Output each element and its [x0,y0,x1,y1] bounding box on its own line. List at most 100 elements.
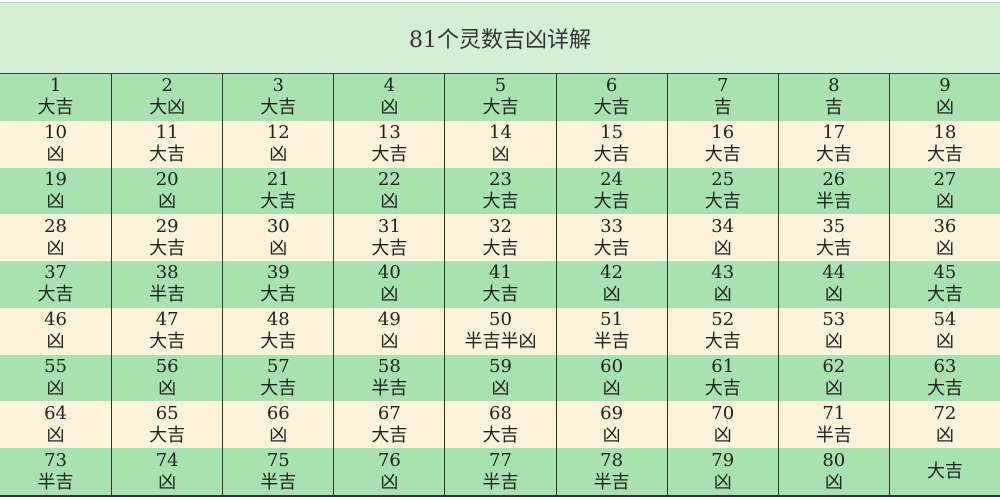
table-cell: 60 凶 [555,354,667,402]
cell-number: 5 [494,75,507,97]
table-cell: 69 凶 [555,401,667,449]
cell-fortune: 大吉 [593,144,630,166]
cell-number: 75 [266,449,290,471]
cell-number: 55 [44,356,67,378]
cell-number: 53 [822,309,846,331]
cell-number: 10 [44,122,67,144]
table-cell: 62 凶 [777,354,889,402]
cell-fortune: 半吉 [482,471,519,493]
cell-fortune: 大吉 [815,144,852,166]
cell-fortune: 大吉 [593,190,630,212]
table-cell: 54 凶 [888,307,1000,355]
cell-number: 51 [600,309,624,331]
cell-number: 25 [711,168,735,190]
table-cell: 71 半吉 [777,401,889,449]
table-cell: 39 大吉 [222,261,334,308]
cell-fortune: 半吉半凶 [464,331,537,353]
cell-number: 71 [822,402,846,424]
cell-fortune: 大吉 [149,237,186,259]
cell-number: 40 [377,262,401,284]
cell-number: 57 [266,356,290,378]
cell-fortune: 半吉 [260,471,297,493]
cell-number: 22 [377,168,401,190]
cell-number: 31 [377,215,401,237]
fortune-table: 1 大吉 2 大凶 3 大吉 4 凶 5 大吉 6 大吉 7 吉 8 吉 9 凶 10 凶 11 大吉 12 凶 13 大吉 14 凶… [0,74,1000,497]
table-cell: 26 半吉 [777,167,889,215]
cell-number: 59 [489,356,512,378]
cell-number: 28 [44,215,67,237]
cell-fortune: 凶 [602,378,621,400]
cell-fortune: 凶 [824,284,843,306]
cell-number: 46 [44,309,67,331]
cell-number: 12 [266,122,290,144]
cell-fortune: 半吉 [815,190,852,212]
cell-fortune: 大吉 [371,424,408,446]
cell-number: 52 [711,309,735,331]
table-cell: 32 大吉 [444,214,556,262]
table-cell: 28 凶 [0,214,112,262]
cell-fortune: 大吉 [704,331,741,353]
table-cell: 44 凶 [777,261,889,308]
cell-number: 42 [600,262,624,284]
cell-fortune: 凶 [158,471,177,493]
cell-fortune: 凶 [158,378,177,400]
table-cell: 34 凶 [666,214,778,262]
cell-fortune: 凶 [935,190,954,212]
cell-number: 13 [377,122,401,144]
table-cell: 77 半吉 [444,448,556,495]
table-cell: 68 大吉 [444,401,556,449]
cell-number: 73 [44,449,67,471]
table-cell: 37 大吉 [0,261,112,308]
cell-fortune: 大吉 [37,284,74,306]
table-cell: 25 大吉 [666,167,778,215]
table-cell: 31 大吉 [333,214,445,262]
cell-fortune: 凶 [380,331,399,353]
table-cell: 47 大吉 [111,307,223,355]
table-cell: 36 凶 [888,214,1000,262]
table-cell: 55 凶 [0,354,112,402]
table-cell: 64 凶 [0,401,112,449]
cell-fortune: 大吉 [149,144,186,166]
cell-fortune: 凶 [713,237,732,259]
cell-fortune: 大吉 [260,331,297,353]
table-cell: 58 半吉 [333,354,445,402]
cell-fortune: 大吉 [593,97,630,119]
cell-number: 39 [266,262,290,284]
cell-number: 4 [383,75,396,97]
cell-fortune: 大吉 [593,237,630,259]
cell-fortune: 凶 [935,97,954,119]
table-cell: 67 大吉 [333,401,445,449]
table-cell: 21 大吉 [222,167,334,215]
table-cell: 76 凶 [333,448,445,495]
cell-fortune: 大吉 [815,237,852,259]
cell-fortune: 大吉 [704,378,741,400]
cell-fortune: 大吉 [371,144,408,166]
cell-number: 79 [711,449,735,471]
cell-fortune: 大吉 [482,424,519,446]
table-cell: 2 大凶 [111,74,223,121]
cell-fortune: 大吉 [260,284,297,306]
table-cell: 48 大吉 [222,307,334,355]
cell-number: 36 [933,215,957,237]
cell-number: 56 [155,356,179,378]
cell-fortune: 大吉 [704,144,741,166]
cell-fortune: 凶 [824,471,843,493]
cell-fortune: 凶 [602,284,621,306]
table-cell: 17 大吉 [777,120,889,168]
table-cell: 29 大吉 [111,214,223,262]
cell-number: 1 [49,75,62,97]
table-cell: 30 凶 [222,214,334,262]
table-cell: 3 大吉 [222,74,334,121]
cell-number: 30 [266,215,290,237]
cell-number: 33 [600,215,624,237]
table-cell: 66 凶 [222,401,334,449]
cell-number: 9 [939,75,951,97]
cell-number: 29 [155,215,179,237]
cell-number: 61 [711,356,735,378]
table-cell: 75 半吉 [222,448,334,495]
cell-number: 77 [489,449,512,471]
table-cell: 72 凶 [888,401,1000,449]
cell-number: 69 [600,402,624,424]
table-cell: 15 大吉 [555,120,667,168]
